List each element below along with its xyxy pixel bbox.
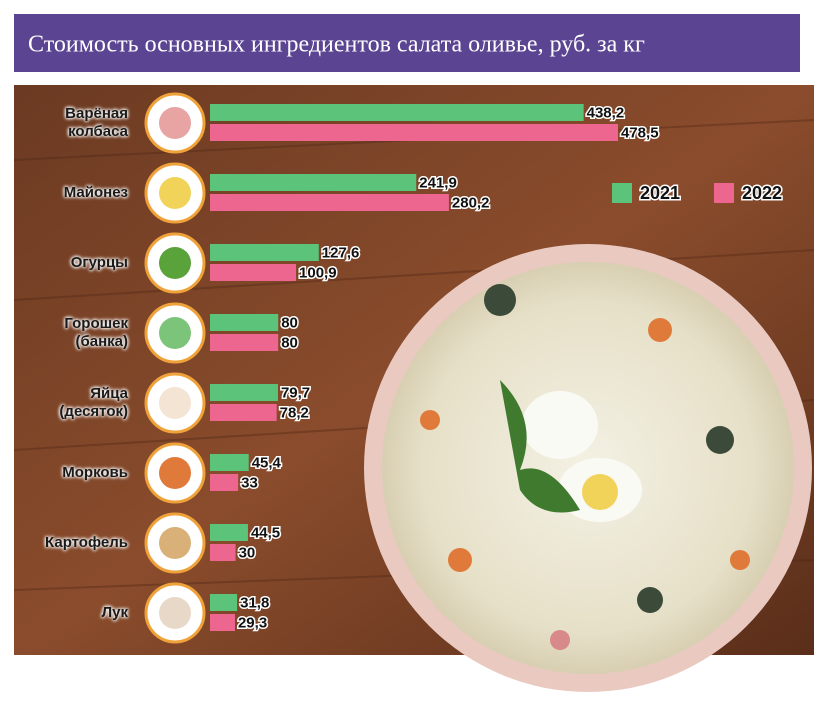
bar bbox=[210, 544, 236, 561]
value-label: 280,2 bbox=[452, 194, 490, 211]
ingredient-icon-art bbox=[159, 247, 191, 279]
value-label: 100,9 bbox=[299, 264, 337, 281]
value-label: 31,8 bbox=[240, 594, 269, 611]
title-banner bbox=[14, 14, 800, 72]
value-label: 44,5 bbox=[251, 524, 280, 541]
category-label: Яйца (десяток) bbox=[59, 385, 128, 420]
category-label: Лук bbox=[101, 604, 128, 621]
ingredient-icon-art bbox=[159, 527, 191, 559]
bar bbox=[210, 314, 279, 331]
category-label: Морковь bbox=[62, 464, 128, 481]
value-label: 80 bbox=[281, 334, 298, 351]
value-label: 30 bbox=[239, 544, 256, 561]
legend-label: 2022 bbox=[742, 183, 782, 203]
salad-pieces bbox=[420, 284, 750, 650]
ingredient-icon-art bbox=[159, 107, 191, 139]
bar bbox=[210, 594, 238, 611]
category-label: Огурцы bbox=[70, 254, 128, 271]
ingredient-icon-art bbox=[159, 387, 191, 419]
bar bbox=[210, 124, 618, 141]
bar bbox=[210, 264, 297, 281]
legend-label: 2021 bbox=[640, 183, 680, 203]
chart-title: Стоимость основных ингредиентов салата о… bbox=[28, 32, 645, 58]
value-label: 478,5 bbox=[621, 124, 659, 141]
value-label: 29,3 bbox=[238, 614, 267, 631]
value-label: 78,2 bbox=[280, 404, 309, 421]
bar bbox=[210, 454, 249, 471]
category-label: Горошек (банка) bbox=[64, 315, 128, 350]
bar bbox=[210, 104, 584, 121]
category-label: Майонез bbox=[63, 184, 128, 201]
value-label: 438,2 bbox=[587, 104, 625, 121]
bar bbox=[210, 194, 449, 211]
bar bbox=[210, 404, 277, 421]
value-label: 33 bbox=[241, 474, 258, 491]
bar bbox=[210, 384, 278, 401]
bar bbox=[210, 174, 417, 191]
category-label: Варёная колбаса bbox=[65, 105, 128, 140]
bar bbox=[210, 474, 239, 491]
value-label: 45,4 bbox=[252, 454, 282, 471]
bar bbox=[210, 244, 319, 261]
bar bbox=[210, 524, 248, 541]
bar bbox=[210, 334, 279, 351]
value-label: 79,7 bbox=[281, 384, 310, 401]
value-label: 127,6 bbox=[322, 244, 360, 261]
value-label: 80 bbox=[281, 314, 298, 331]
legend-swatch bbox=[612, 183, 632, 203]
legend-swatch bbox=[714, 183, 734, 203]
bar bbox=[210, 614, 235, 631]
ingredient-icon-art bbox=[159, 457, 191, 489]
ingredient-icon-art bbox=[159, 177, 191, 209]
value-label: 241,9 bbox=[419, 174, 457, 191]
ingredient-icon-art bbox=[159, 597, 191, 629]
ingredient-icon-art bbox=[159, 317, 191, 349]
category-label: Картофель bbox=[45, 534, 128, 551]
